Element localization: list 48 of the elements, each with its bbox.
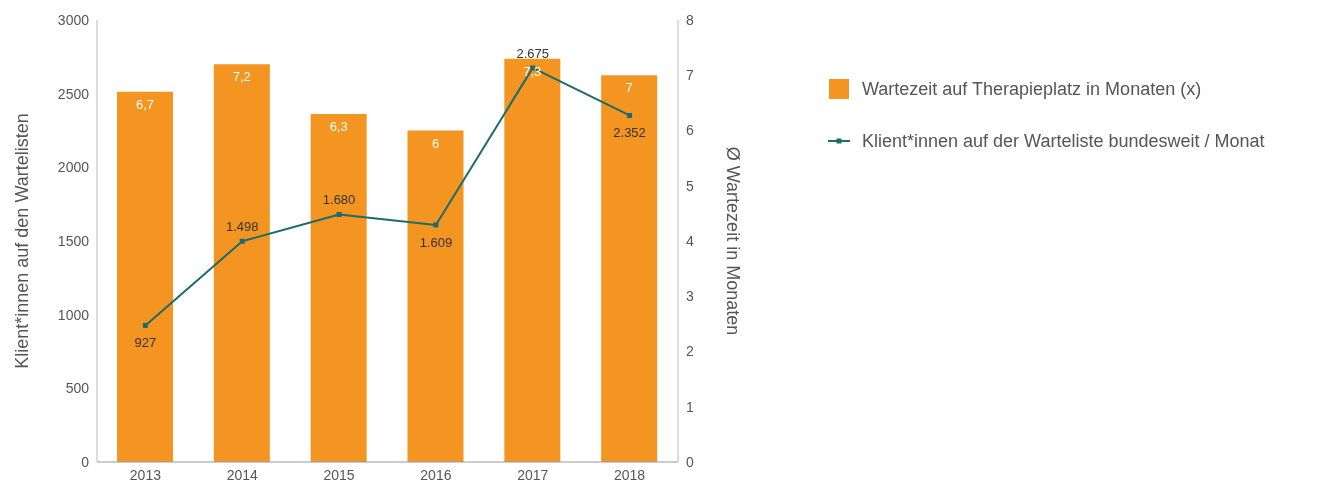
- y-tick-label: 0: [81, 453, 90, 470]
- bar: [117, 91, 173, 462]
- data-label: 6,3: [329, 119, 348, 135]
- y-tick-label: 1000: [57, 306, 90, 323]
- point: [239, 238, 245, 244]
- data-label: 6,7: [135, 97, 155, 113]
- data-label: 1.680: [322, 192, 356, 208]
- y2-tick-label: 2: [686, 343, 694, 360]
- data-label: 7,2: [232, 69, 251, 85]
- y2-tick-label: 3: [686, 288, 694, 305]
- y-tick-label: 3000: [57, 11, 90, 28]
- bar: [407, 130, 464, 462]
- y-axis-title: Klient*innen auf den Wartelisten: [12, 113, 33, 369]
- y2-tick-label: 0: [686, 453, 694, 470]
- bar: [310, 113, 367, 462]
- x-tick-label: 2016: [420, 466, 452, 483]
- bar: [601, 75, 658, 462]
- y2-tick-label: 5: [686, 177, 694, 194]
- bar: [213, 64, 270, 462]
- x-tick-label: 2014: [226, 466, 259, 483]
- y-tick-label: 500: [65, 380, 90, 397]
- legend-label: Klient*innen auf der Warteliste bundesweit / Monat: [862, 130, 1265, 152]
- y2-tick-label: 1: [686, 398, 694, 415]
- y2-tick-label: 8: [686, 11, 694, 28]
- x-tick-label: 2015: [323, 466, 355, 483]
- bar: [504, 58, 561, 462]
- y2-tick-label: 4: [686, 232, 694, 249]
- point: [336, 211, 342, 217]
- y-tick-label: 2000: [57, 159, 90, 176]
- y2-tick-label: 6: [686, 122, 694, 139]
- x-tick-label: 2018: [614, 466, 646, 483]
- y2-axis-title: Ø Wartezeit in Monaten: [722, 146, 743, 336]
- point: [433, 222, 439, 228]
- y2-tick-label: 7: [686, 67, 694, 84]
- point: [142, 322, 148, 328]
- legend-label: Wartezeit auf Therapieplatz in Monaten (x): [862, 78, 1202, 100]
- data-label: 7: [625, 80, 633, 96]
- data-label: 2.675: [516, 45, 550, 61]
- y-tick-label: 2500: [57, 85, 90, 102]
- x-tick-label: 2013: [129, 466, 162, 483]
- data-label: 1.498: [225, 219, 259, 235]
- point: [627, 112, 633, 118]
- x-tick-label: 2017: [517, 466, 549, 483]
- y-tick-label: 1500: [57, 232, 90, 249]
- data-label: 927: [134, 335, 157, 351]
- data-label: 6: [431, 135, 440, 151]
- data-label: 1.609: [419, 234, 453, 250]
- data-label: 2.352: [613, 125, 646, 141]
